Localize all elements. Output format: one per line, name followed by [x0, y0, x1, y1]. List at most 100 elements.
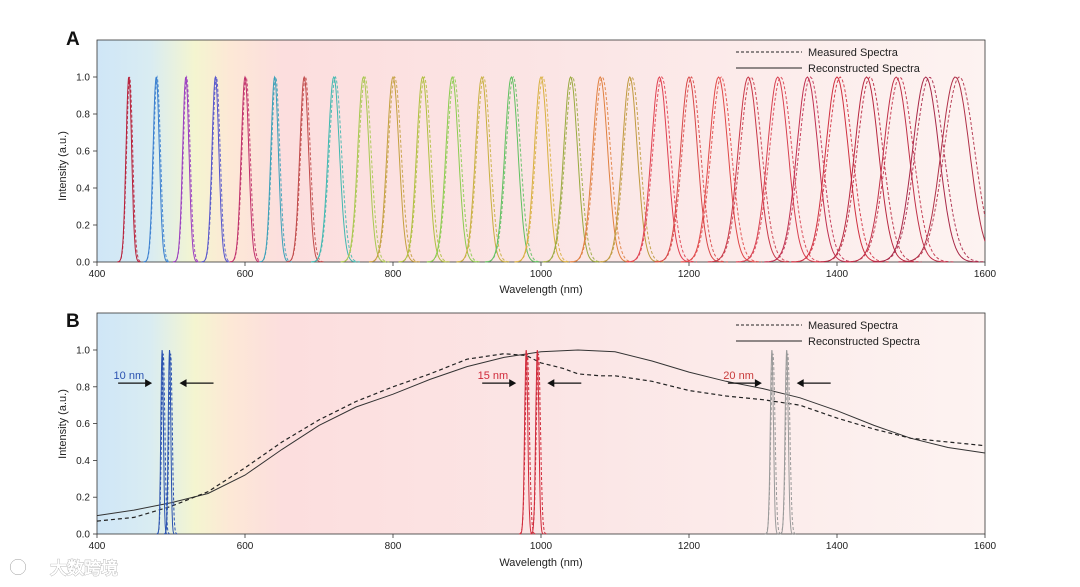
y-tick-label: 0.0: [76, 258, 90, 269]
y-tick-label: 1.0: [76, 346, 90, 357]
y-tick-label: 0.4: [76, 456, 90, 467]
y-tick-label: 0.8: [76, 110, 90, 121]
reconstructed-peak-curve: [426, 75, 482, 263]
doublet-reconstructed-curve: [156, 353, 170, 535]
x-tick-label: 400: [89, 269, 106, 280]
measured-peak-curve: [736, 76, 820, 263]
reconstructed-peak-curve: [117, 76, 142, 263]
doublet-reconstructed-curve: [530, 353, 547, 535]
x-tick-label: 1600: [974, 541, 997, 552]
measured-peak-curve: [764, 76, 851, 263]
y-tick-label: 0.0: [76, 530, 90, 541]
y-tick-label: 1.0: [76, 73, 90, 84]
x-tick-label: 1200: [678, 269, 701, 280]
y-tick-label: 0.8: [76, 382, 90, 393]
reconstructed-peak-curve: [569, 76, 635, 263]
x-tick-label: 1400: [826, 541, 849, 552]
reconstructed-peak-curve: [514, 76, 572, 263]
x-tick-label: 1600: [974, 269, 997, 280]
y-tick-label: 0.6: [76, 147, 90, 158]
reconstructed-peak-curve: [542, 76, 603, 263]
x-tick-label: 800: [385, 541, 402, 552]
measured-peak-curve: [229, 75, 261, 263]
panel-a-y-ticks: 0.0 0.2 0.4 0.6 0.8 1.0: [76, 73, 97, 269]
reconstructed-peak-curve: [599, 76, 665, 263]
doublet-spacing-label: 20 nm: [723, 370, 754, 382]
doublet-reconstructed-curve: [779, 353, 796, 535]
reconstructed-peak-curve: [173, 75, 201, 263]
x-tick-label: 1000: [530, 269, 553, 280]
reconstructed-peak-curve: [735, 76, 826, 263]
panel-b-background: [97, 313, 985, 534]
panel-a-x-axis-label: Wavelength (nm): [499, 284, 582, 296]
reconstructed-peak-curve: [143, 75, 171, 263]
reconstructed-peak-curve: [626, 76, 697, 263]
measured-peak-curve: [655, 76, 723, 263]
watermark-logo-icon: [9, 556, 46, 576]
doublet-right-arrowhead: [179, 379, 187, 388]
doublet-left-arrowhead: [509, 379, 517, 388]
x-tick-label: 1000: [530, 541, 553, 552]
panel-a-y-axis-label: Intensity (a.u.): [57, 131, 69, 201]
reconstructed-peak-curve: [456, 75, 511, 263]
panel-b-legend: Measured Spectra Reconstructed Spectra: [736, 320, 921, 348]
panel-b-x-ticks: 400 600 800 1000 1200 1400 1600: [89, 534, 997, 552]
measured-peak-curve: [259, 75, 290, 263]
panel-a-legend-measured-label: Measured Spectra: [808, 47, 899, 59]
measured-peak-curve: [818, 76, 915, 263]
panel-a: A 400 600 800 1000 1200 1400 1600 0.0 0.2 0.4 0.6…: [57, 29, 997, 296]
y-tick-label: 0.2: [76, 221, 90, 232]
doublet-left-arrowhead: [145, 379, 153, 388]
broadband-reconstructed-curve: [96, 349, 986, 517]
y-tick-label: 0.4: [76, 184, 90, 195]
reconstructed-peak-curve: [484, 76, 542, 263]
reconstructed-peak-curve: [340, 75, 390, 263]
measured-peak-curve: [286, 75, 322, 263]
panel-a-x-ticks: 400 600 800 1000 1200 1400 1600: [89, 262, 997, 280]
panel-b-letter: B: [66, 311, 80, 332]
x-tick-label: 800: [385, 269, 402, 280]
panel-a-legend: Measured Spectra Reconstructed Spectra: [736, 47, 921, 75]
panel-b-y-ticks: 0.0 0.2 0.4 0.6 0.8 1.0: [76, 346, 97, 541]
measured-peak-curve: [791, 76, 883, 263]
doublet-right-arrowhead: [547, 379, 555, 388]
panel-b-x-axis-label: Wavelength (nm): [499, 557, 582, 569]
reconstructed-peak-curve: [368, 75, 421, 263]
panel-b-annotations: 10 nm 15 nm 20 nm: [114, 370, 831, 388]
reconstructed-peak-curve: [791, 76, 890, 263]
measured-peak-curve: [680, 76, 757, 263]
doublet-reconstructed-curve: [164, 353, 178, 535]
reconstructed-peak-curve: [654, 76, 728, 263]
watermark-text: 大数跨境: [50, 558, 118, 579]
watermark: 大数跨境: [9, 556, 118, 579]
measured-peak-curve: [873, 76, 979, 263]
x-tick-label: 600: [237, 541, 254, 552]
doublet-spacing-label: 10 nm: [114, 370, 145, 382]
panel-b: B 400 600 800 1000 1200 1400 1600 0.0 0.2 0.4 0.6…: [57, 311, 997, 569]
doublet-spacing-label: 15 nm: [478, 370, 509, 382]
reconstructed-peak-curve: [764, 76, 857, 263]
panel-b-curves: [96, 349, 986, 535]
reconstructed-peak-curve: [311, 75, 360, 263]
reconstructed-peak-curve: [818, 76, 922, 263]
panel-a-letter: A: [66, 29, 80, 50]
x-tick-label: 1200: [678, 541, 701, 552]
panel-b-y-axis-label: Intensity (a.u.): [57, 389, 69, 459]
broadband-measured-curve: [96, 353, 986, 522]
doublet-right-arrowhead: [796, 379, 804, 388]
x-tick-label: 1400: [826, 269, 849, 280]
panel-b-legend-measured-label: Measured Spectra: [808, 320, 899, 332]
reconstructed-peak-curve: [680, 76, 762, 263]
panel-a-legend-reconstructed-label: Reconstructed Spectra: [808, 63, 921, 75]
doublet-reconstructed-curve: [764, 353, 782, 535]
y-tick-label: 0.6: [76, 419, 90, 430]
y-tick-label: 0.2: [76, 493, 90, 504]
measured-peak-curve: [626, 76, 693, 263]
x-tick-label: 400: [89, 541, 106, 552]
doublet-left-arrowhead: [754, 379, 762, 388]
reconstructed-peak-curve: [398, 75, 451, 263]
x-tick-label: 600: [237, 269, 254, 280]
panel-a-curves: [117, 75, 986, 263]
reconstructed-peak-curve: [201, 75, 232, 263]
